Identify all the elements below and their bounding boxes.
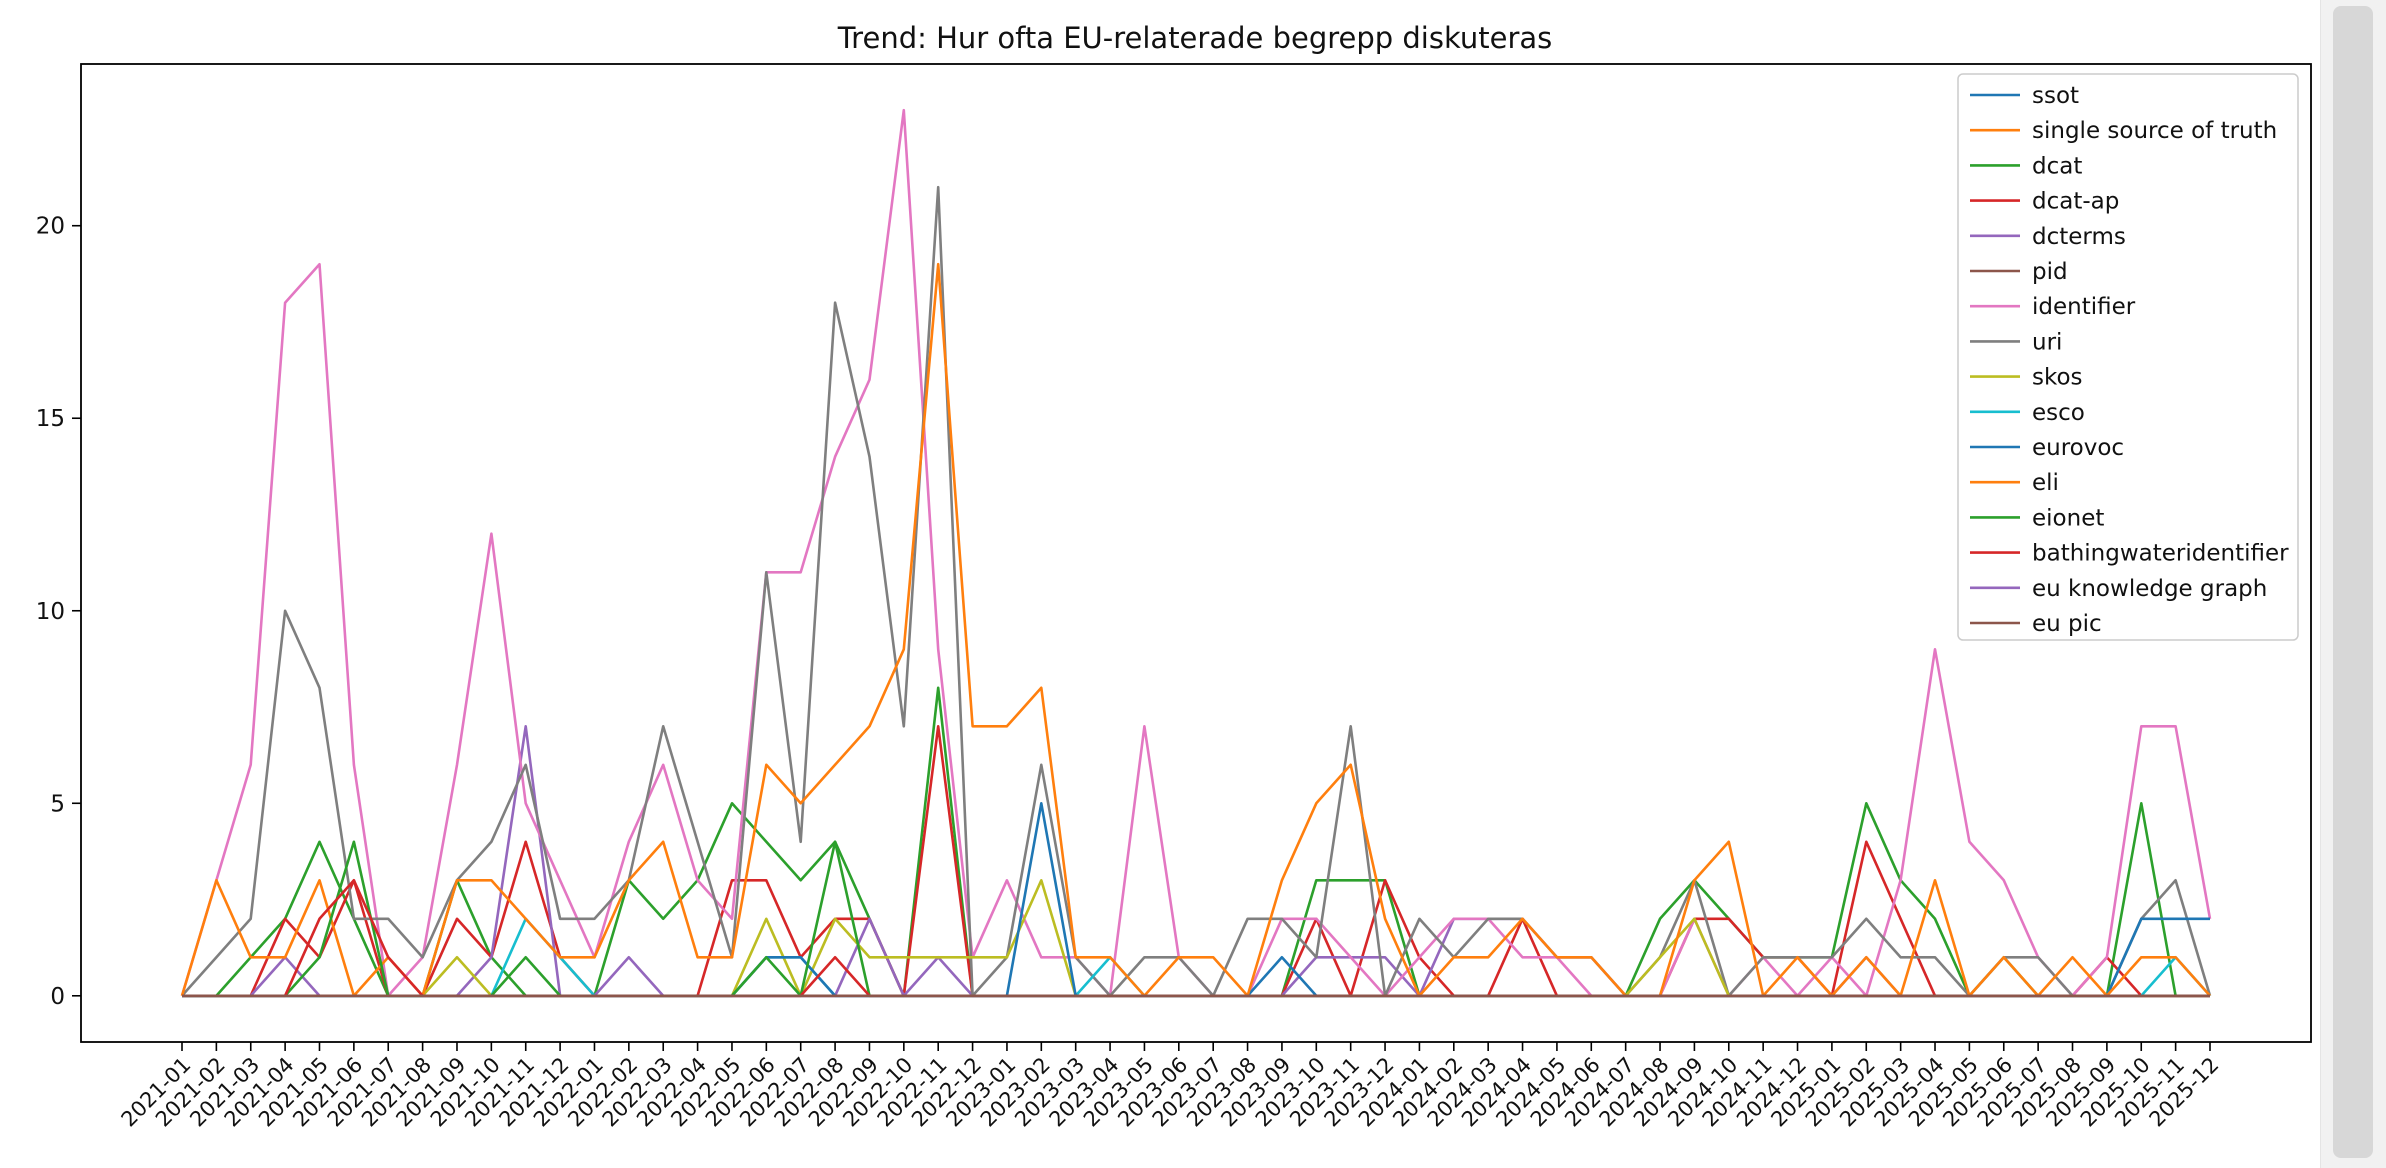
legend-label: eurovoc <box>2032 435 2124 461</box>
legend-label: dcat-ap <box>2032 189 2119 215</box>
plot-lines <box>180 108 2212 998</box>
legend-label: esco <box>2032 400 2085 426</box>
y-tick-label: 0 <box>50 984 65 1010</box>
legend-label: eu pic <box>2032 611 2102 637</box>
legend-label: dcat <box>2032 153 2082 179</box>
legend-label: bathingwateridentifier <box>2032 541 2289 567</box>
series-line-dcat-ap <box>182 724 2210 998</box>
y-tick-label: 10 <box>36 599 65 625</box>
legend-label: eionet <box>2032 505 2104 531</box>
scrollbar-thumb[interactable] <box>2333 6 2373 1158</box>
legend-label: dcterms <box>2032 224 2126 250</box>
chart-title: Trend: Hur ofta EU-relaterade begrepp di… <box>837 21 1553 55</box>
legend-box <box>1957 73 2299 641</box>
legend-label: skos <box>2032 365 2083 391</box>
series-line-uri <box>181 185 2212 998</box>
plot-frame <box>80 63 2312 1043</box>
y-tick-label: 5 <box>50 791 65 817</box>
legend-label: uri <box>2032 329 2062 355</box>
legend-label: pid <box>2032 259 2068 285</box>
legend-label: eli <box>2032 470 2059 496</box>
legend-label: eu knowledge graph <box>2032 576 2267 602</box>
y-tick-label: 15 <box>36 406 65 432</box>
series-line-eionet <box>182 840 2210 998</box>
legend-label: identifier <box>2032 294 2136 320</box>
x-axis: 2021-012021-022021-032021-042021-052021-… <box>117 1042 2224 1132</box>
legend-label: ssot <box>2032 83 2079 109</box>
series-line-identifier <box>180 108 2212 998</box>
series-line-dcterms <box>182 724 2210 998</box>
legend: ssot single source of truth dcat dcat-ap dct… <box>1957 73 2299 641</box>
y-tick-label: 20 <box>36 214 65 240</box>
series-line-eli <box>180 262 2211 998</box>
legend-label: single source of truth <box>2032 118 2277 144</box>
y-axis: 0 5 10 15 20 <box>36 214 81 1010</box>
series-line-eurovoc <box>182 801 2210 998</box>
